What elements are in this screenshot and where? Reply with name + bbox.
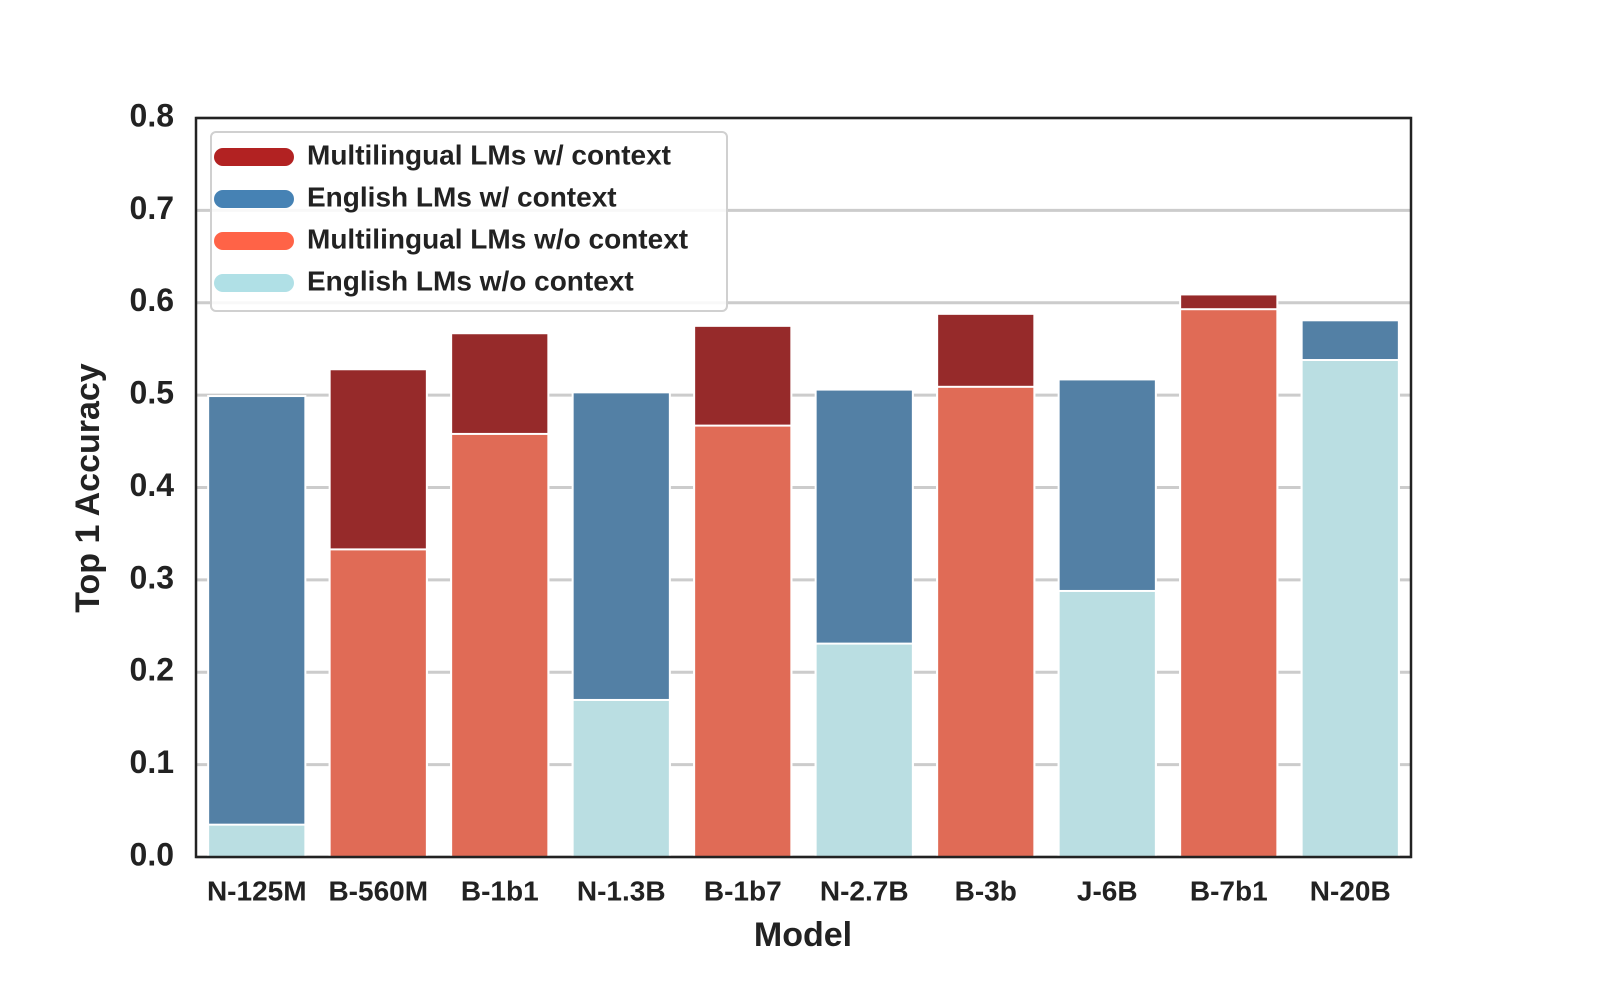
- bar: [814, 642, 914, 859]
- y-axis-label: Top 1 Accuracy: [69, 363, 107, 613]
- y-tick-label: 0.4: [130, 467, 175, 503]
- y-tick-label: 0.8: [130, 97, 174, 133]
- x-tick-label: B-1b1: [461, 875, 539, 906]
- x-tick-label: N-1.3B: [577, 875, 666, 906]
- y-tick-label: 0.6: [130, 282, 174, 318]
- legend-label: Multilingual LMs w/o context: [307, 223, 688, 254]
- bar: [693, 424, 793, 858]
- bar: [1300, 359, 1400, 858]
- bar: [1179, 308, 1279, 858]
- bar: [207, 823, 307, 859]
- legend-label: Multilingual LMs w/ context: [307, 139, 671, 170]
- bar: [571, 698, 671, 859]
- y-tick-label: 0.5: [130, 375, 174, 411]
- y-tick-label: 0.7: [130, 190, 174, 226]
- legend: Multilingual LMs w/ context English LMs w…: [210, 131, 728, 312]
- plot-frame: [194, 116, 1413, 859]
- x-tick-label: B-7b1: [1190, 875, 1268, 906]
- x-tick-label: B-560M: [328, 875, 428, 906]
- x-tick-label: N-20B: [1310, 875, 1391, 906]
- bar: [207, 395, 307, 858]
- x-tick-label: N-125M: [207, 875, 307, 906]
- x-tick-label: J-6B: [1077, 875, 1138, 906]
- legend-box: [210, 131, 728, 312]
- y-tick-label: 0.0: [130, 836, 174, 872]
- x-tick-label: B-1b7: [704, 875, 782, 906]
- bar: [1057, 589, 1157, 859]
- bar: [328, 548, 428, 858]
- legend-label: English LMs w/ context: [307, 181, 617, 212]
- y-tick-label: 0.2: [130, 652, 174, 688]
- y-tick-label: 0.1: [130, 744, 174, 780]
- x-tick-label: B-3b: [955, 875, 1017, 906]
- y-tick-label: 0.3: [130, 559, 174, 595]
- legend-label: English LMs w/o context: [307, 265, 634, 296]
- bar: [450, 432, 550, 858]
- x-axis-label: Model: [754, 916, 852, 954]
- x-tick-label: N-2.7B: [820, 875, 909, 906]
- bar: [936, 385, 1036, 858]
